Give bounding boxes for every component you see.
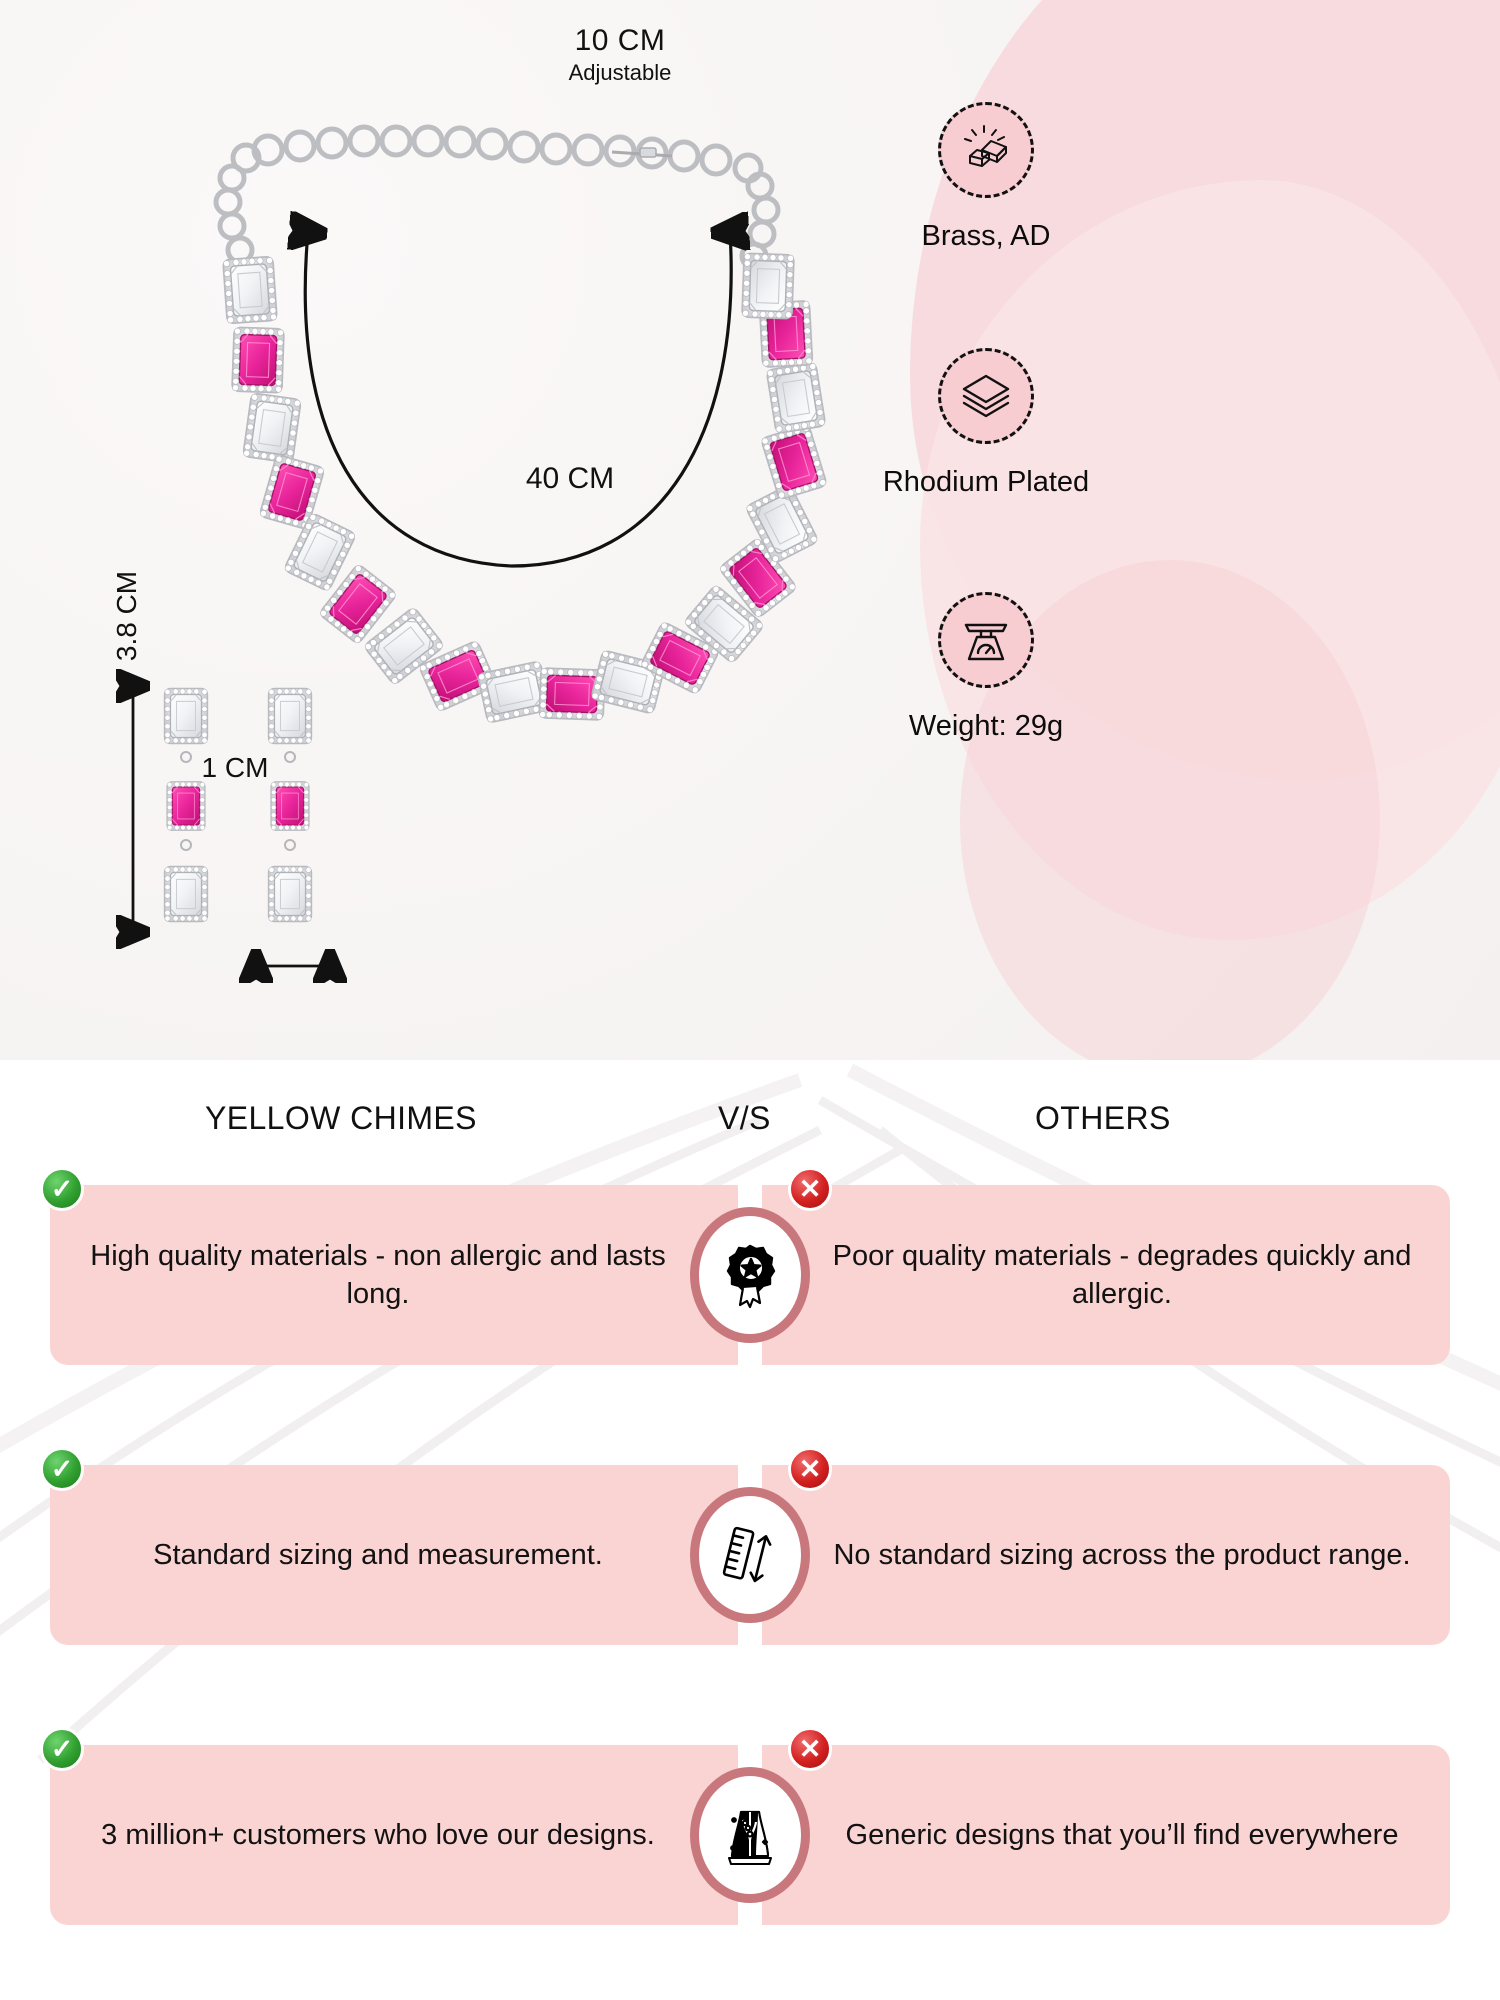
chain-adjustable-note: Adjustable: [568, 59, 672, 85]
status-badge-positive: ✓: [40, 1447, 84, 1491]
comparison-brand-text: High quality materials - non allergic an…: [90, 1239, 666, 1310]
comparison-brand-text: Standard sizing and measurement.: [153, 1538, 603, 1571]
comparison-card-brand: High quality materials - non allergic an…: [50, 1185, 750, 1365]
feature-plating-label: Rhodium Plated: [882, 466, 1090, 498]
comparison-others-text: No standard sizing across the product ra…: [833, 1538, 1411, 1571]
comparison-header-brand: YELLOW CHIMES: [205, 1100, 477, 1136]
status-badge-negative: ✕: [788, 1447, 832, 1491]
necklace-bust-icon: [690, 1767, 810, 1903]
jewelry-illustration: [0, 124, 829, 1060]
comparison-header-others: OTHERS: [1035, 1100, 1171, 1136]
necklace-length-arc: [305, 232, 731, 568]
status-badge-negative: ✕: [788, 1727, 832, 1771]
quality-badge-icon: [690, 1207, 810, 1343]
comparison-brand-text: 3 million+ customers who love our design…: [101, 1818, 655, 1851]
layers-icon: [938, 348, 1034, 444]
feature-weight-label: Weight: 29g: [908, 710, 1064, 742]
comparison-headers: YELLOW CHIMES V/S OTHERS: [0, 1100, 1500, 1150]
ruler-measure-icon: [690, 1487, 810, 1623]
status-badge-positive: ✓: [40, 1167, 84, 1211]
chain-length-value: 10 CM: [574, 24, 666, 57]
comparison-card-others: No standard sizing across the product ra…: [750, 1465, 1450, 1645]
feature-material-label: Brass, AD: [921, 220, 1051, 252]
comparison-card-brand: Standard sizing and measurement.: [50, 1465, 750, 1645]
comparison-card-others: Poor quality materials - degrades quickl…: [750, 1185, 1450, 1365]
feature-plating: Rhodium Plated: [836, 348, 1136, 499]
necklace-chain: [213, 124, 781, 271]
weight-scale-icon: [938, 592, 1034, 688]
comparison-header-vs: V/S: [718, 1100, 771, 1136]
earring-height-label: 3.8 CM: [111, 570, 142, 662]
comparison-others-text: Generic designs that you’ll find everywh…: [845, 1818, 1399, 1851]
necklace-length-label: 40 CM: [525, 462, 615, 495]
comparison-card-others: Generic designs that you’ll find everywh…: [750, 1745, 1450, 1925]
feature-weight: Weight: 29g: [836, 592, 1136, 743]
gold-bars-icon: [938, 102, 1034, 198]
earring-width-label: 1 CM: [201, 752, 269, 783]
comparison-row: High quality materials - non allergic an…: [0, 1167, 1500, 1365]
earring-left: [163, 687, 209, 923]
status-badge-positive: ✓: [40, 1727, 84, 1771]
chain-measurement-label: 10 CM Adjustable: [440, 24, 800, 87]
comparison-others-text: Poor quality materials - degrades quickl…: [832, 1239, 1412, 1310]
comparison-row: Standard sizing and measurement. No stan…: [0, 1447, 1500, 1645]
status-badge-negative: ✕: [788, 1167, 832, 1211]
feature-material: Brass, AD: [836, 102, 1136, 253]
comparison-row: 3 million+ customers who love our design…: [0, 1727, 1500, 1925]
comparison-card-brand: 3 million+ customers who love our design…: [50, 1745, 750, 1925]
earring-right: [267, 687, 313, 923]
